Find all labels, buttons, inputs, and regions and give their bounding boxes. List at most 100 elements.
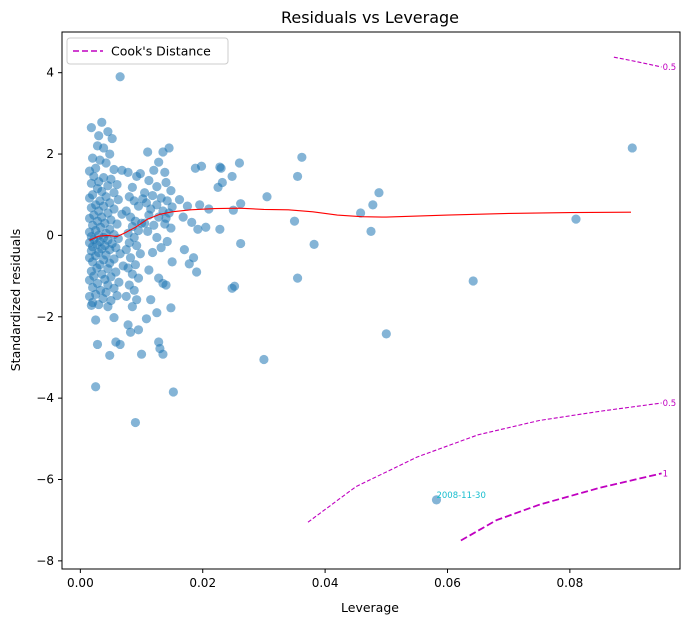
data-point (166, 223, 176, 233)
data-point (124, 238, 134, 248)
data-point (133, 225, 144, 236)
data-point (121, 291, 131, 302)
data-point (262, 192, 272, 202)
legend-label-cooks-distance: Cook's Distance (111, 44, 211, 59)
data-point (179, 245, 189, 255)
cooks-level-label: 1 (663, 469, 668, 479)
data-point (161, 177, 171, 188)
data-point (141, 314, 152, 324)
data-point (113, 195, 123, 205)
data-point (227, 171, 237, 182)
data-point (292, 273, 303, 283)
data-point (144, 175, 154, 186)
data-point (143, 226, 153, 236)
data-point (368, 200, 378, 210)
data-point (87, 153, 98, 163)
data-point (115, 339, 125, 350)
data-point (167, 257, 177, 267)
data-point (168, 387, 178, 397)
data-point (129, 285, 139, 295)
data-point (149, 220, 159, 230)
data-point (195, 200, 205, 210)
data-point (132, 295, 142, 305)
data-point (160, 167, 170, 177)
data-point (112, 219, 122, 229)
x-tick-label: 0.00 (67, 576, 94, 590)
data-point (152, 232, 162, 243)
data-point (182, 201, 193, 211)
data-point (127, 182, 137, 193)
legend-box (66, 37, 229, 65)
data-point (135, 249, 145, 259)
cooks-distance-line (460, 472, 662, 542)
cooks-distance-line (307, 402, 662, 523)
x-tick-label: 0.04 (312, 576, 339, 590)
data-point (112, 179, 122, 190)
data-point (130, 260, 141, 270)
data-point (147, 190, 158, 201)
data-point (109, 188, 119, 198)
data-point (217, 177, 227, 188)
x-tick-label: 0.06 (434, 576, 461, 590)
data-point (143, 147, 153, 157)
legend: Cook's Distance (66, 37, 229, 65)
data-point (158, 278, 168, 289)
data-point (431, 495, 442, 505)
data-point (164, 143, 174, 153)
data-point (192, 267, 202, 277)
data-point (381, 329, 391, 339)
data-point (103, 302, 113, 312)
x-axis-label: Leverage (341, 600, 399, 615)
data-point (101, 158, 111, 168)
y-tick-label: −4 (36, 391, 54, 405)
data-point (178, 212, 188, 222)
data-point (140, 218, 150, 228)
data-point (228, 205, 238, 215)
data-point (94, 131, 104, 141)
data-point (130, 417, 141, 428)
data-point (91, 382, 101, 392)
data-point (114, 277, 124, 287)
data-point (123, 167, 133, 177)
lowess-smooth-line (89, 207, 632, 241)
plot-frame (61, 31, 681, 570)
y-tick-label: −2 (36, 310, 54, 324)
data-point (87, 282, 98, 293)
data-point (105, 149, 115, 159)
y-tick-label: 2 (46, 147, 54, 161)
data-point (154, 157, 164, 167)
data-point (174, 195, 185, 205)
data-point (355, 208, 366, 218)
data-point (84, 275, 95, 285)
data-point (133, 273, 144, 283)
y-tick-label: −8 (36, 554, 54, 568)
data-point (86, 203, 96, 213)
y-axis-label: Standardized residuals (8, 229, 23, 372)
cooks-level-label: 0.5 (663, 63, 677, 73)
data-point (132, 240, 142, 251)
data-point (125, 253, 136, 263)
data-point (144, 265, 154, 275)
data-point (94, 299, 104, 310)
data-point (109, 312, 119, 323)
data-point (215, 224, 225, 234)
data-point (127, 302, 137, 312)
data-point (216, 163, 226, 173)
data-point (133, 201, 144, 211)
data-point (292, 171, 303, 182)
data-point (105, 350, 115, 361)
cooks-level-label: 0.5 (663, 399, 677, 409)
data-point (109, 164, 119, 175)
data-point (86, 300, 96, 310)
data-point (187, 217, 197, 227)
data-point (152, 181, 162, 192)
y-tick-label: 4 (46, 66, 54, 80)
data-point (374, 188, 384, 198)
y-tick-label: 0 (46, 228, 54, 242)
data-point (627, 143, 637, 153)
data-point (156, 243, 166, 253)
data-point (109, 283, 119, 293)
chart-title: Residuals vs Leverage (281, 8, 459, 27)
data-point (103, 127, 113, 137)
